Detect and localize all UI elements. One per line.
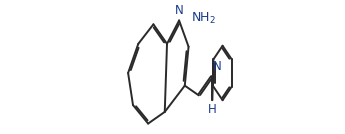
Text: NH$_2$: NH$_2$ [191, 11, 216, 26]
Text: N: N [175, 3, 184, 16]
Text: H: H [208, 103, 217, 116]
Text: N: N [213, 60, 222, 73]
